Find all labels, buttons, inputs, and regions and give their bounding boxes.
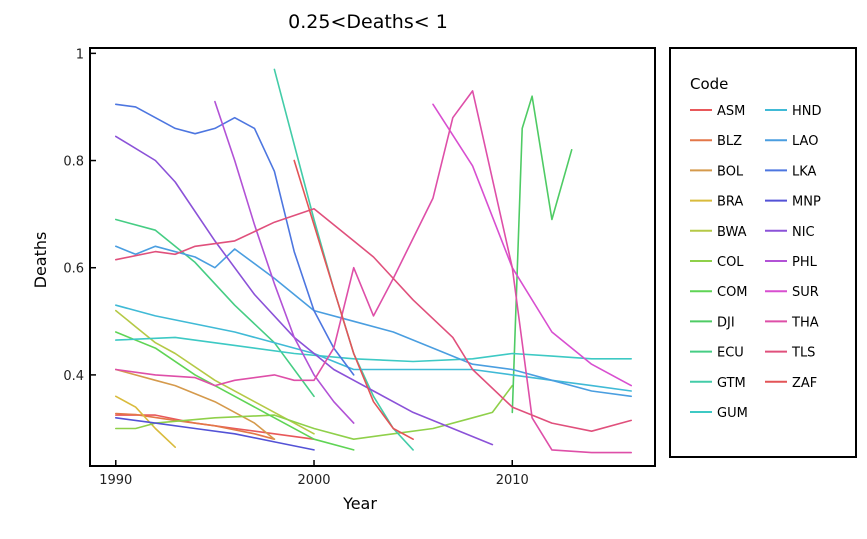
y-tick-label: 0.4	[63, 369, 84, 384]
series-line-com	[115, 331, 355, 451]
legend-item-bol: BOL	[690, 164, 744, 179]
series-line-col	[115, 384, 514, 441]
series-line-mnp	[115, 416, 315, 451]
legend-item-col: COL	[690, 255, 744, 270]
x-tick-label: 2010	[496, 473, 529, 488]
series-line-tls	[115, 208, 633, 433]
series-line-zaf	[293, 159, 414, 441]
legend-label: LAO	[792, 134, 818, 149]
y-tick-label: 0.8	[63, 155, 84, 170]
legend-label: COL	[717, 255, 744, 270]
legend-item-zaf: ZAF	[765, 376, 817, 391]
y-tick-label: 0.6	[63, 262, 84, 277]
legend-item-tls: TLS	[765, 346, 815, 361]
legend-item-bwa: BWA	[690, 225, 747, 240]
legend-label: COM	[717, 285, 748, 300]
legend-label: PHL	[792, 255, 818, 270]
legend-label: ASM	[717, 104, 745, 119]
legend: ASM BLZ BOL BRA BWA COL COM DJI ECU GTM GUM HND LAO L…	[690, 104, 822, 421]
legend-item-gtm: GTM	[690, 376, 746, 391]
legend-label: ZAF	[792, 376, 817, 391]
series-layer	[115, 68, 633, 454]
legend-label: TLS	[791, 346, 815, 361]
legend-title: Code	[690, 75, 728, 93]
legend-item-asm: ASM	[690, 104, 745, 119]
legend-item-bra: BRA	[690, 195, 743, 210]
legend-label: GTM	[717, 376, 746, 391]
x-tick-label: 2000	[297, 473, 330, 488]
legend-item-com: COM	[690, 285, 748, 300]
legend-label: BWA	[717, 225, 747, 240]
series-line-phl	[214, 100, 355, 424]
legend-item-hnd: HND	[765, 104, 822, 119]
legend-label: NIC	[792, 225, 815, 240]
y-axis-label: Deaths	[31, 232, 50, 289]
legend-item-tha: THA	[765, 315, 819, 330]
series-line-lka	[115, 103, 355, 376]
legend-label: DJI	[717, 315, 735, 330]
legend-item-gum: GUM	[690, 406, 748, 421]
legend-item-nic: NIC	[765, 225, 815, 240]
legend-item-ecu: ECU	[690, 346, 744, 361]
legend-label: LKA	[792, 164, 817, 179]
series-line-bra	[115, 395, 176, 449]
legend-label: SUR	[792, 285, 819, 300]
series-line-lao	[115, 245, 633, 398]
legend-label: GUM	[717, 406, 748, 421]
x-axis: 1990 2000 2010	[99, 460, 529, 488]
series-line-tha	[115, 90, 633, 454]
legend-item-mnp: MNP	[765, 195, 821, 210]
y-tick-label: 1	[76, 47, 84, 62]
legend-item-dji: DJI	[690, 315, 735, 330]
y-axis: 0.4 0.6 0.8 1	[63, 47, 96, 384]
legend-label: THA	[791, 315, 819, 330]
legend-box	[669, 47, 857, 458]
series-line-hnd	[115, 304, 633, 392]
legend-item-lao: LAO	[765, 134, 818, 149]
legend-label: BRA	[717, 195, 743, 210]
chart-title: 0.25<Deaths< 1	[288, 11, 448, 33]
series-line-bol	[115, 368, 276, 441]
legend-label: BOL	[717, 164, 744, 179]
x-axis-label: Year	[342, 494, 377, 513]
series-line-dji	[511, 95, 573, 414]
series-line-gum	[115, 336, 633, 363]
legend-item-phl: PHL	[765, 255, 818, 270]
series-line-blz	[115, 412, 276, 441]
legend-item-blz: BLZ	[690, 134, 742, 149]
legend-item-lka: LKA	[765, 164, 817, 179]
legend-label: MNP	[792, 195, 821, 210]
legend-label: ECU	[717, 346, 744, 361]
legend-label: BLZ	[717, 134, 742, 149]
legend-label: HND	[792, 104, 822, 119]
legend-item-sur: SUR	[765, 285, 819, 300]
x-tick-label: 1990	[99, 473, 132, 488]
series-line-sur	[432, 103, 633, 387]
